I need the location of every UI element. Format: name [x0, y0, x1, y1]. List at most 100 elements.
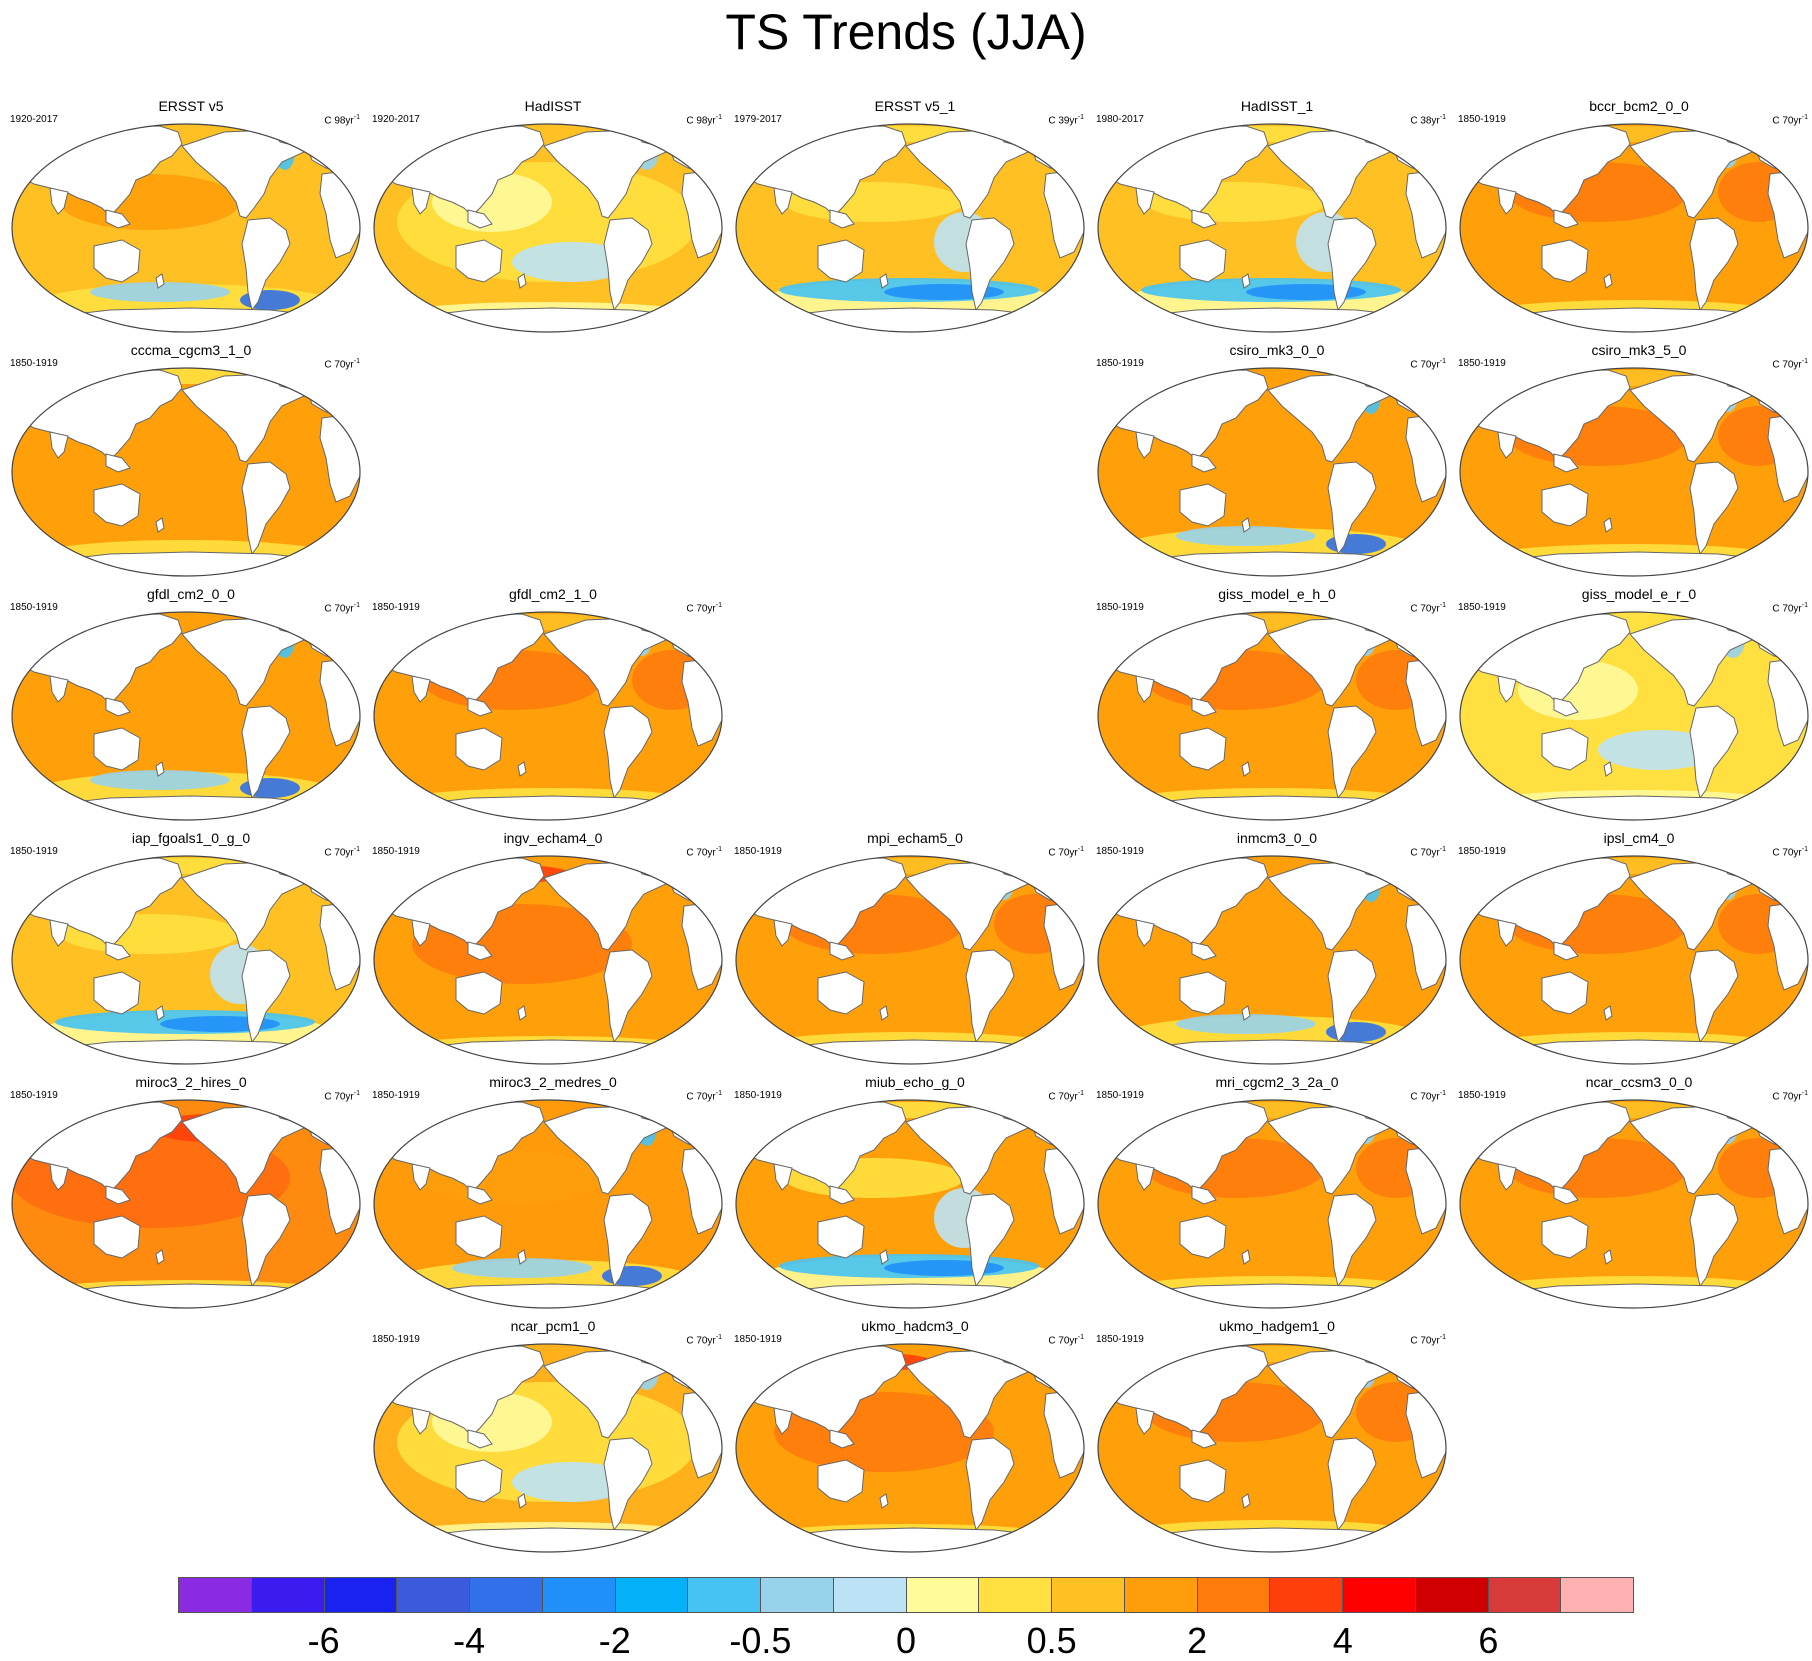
map-panel: mpi_echam5_0 1850-1919 C 70yr-1: [734, 830, 1096, 1068]
panel-units: C 38yr-1: [1410, 112, 1446, 127]
world-map: [1097, 123, 1447, 333]
land-seasia: [829, 941, 855, 961]
world-map: [11, 611, 361, 821]
land-australia: [1179, 1459, 1227, 1503]
land-samerica: [1327, 949, 1377, 1044]
map-border: [11, 123, 361, 333]
land-samerica: [241, 461, 291, 556]
land-india: [49, 187, 69, 215]
panel-units-text: C 70yr: [1772, 115, 1802, 127]
land-nz: [155, 1249, 165, 1265]
panel-units-text: C 70yr: [324, 603, 354, 615]
land-seasia: [1191, 209, 1217, 229]
panel-units-text: C 70yr: [1048, 1091, 1078, 1103]
land-nz: [1603, 1005, 1613, 1021]
colorbar-cell: [833, 1578, 907, 1612]
panel-title: giss_model_e_h_0: [1218, 586, 1336, 602]
panel-title: ERSST v5: [158, 98, 224, 114]
map-border: [1459, 855, 1809, 1065]
panel-title: inmcm3_0_0: [1236, 830, 1318, 846]
land-seasia: [829, 209, 855, 229]
world-map: [373, 1343, 723, 1553]
panel-units-text: C 70yr: [686, 1091, 716, 1103]
land-antarctica: [1115, 307, 1437, 332]
trend-region: [452, 1258, 592, 1278]
map-panel: miroc3_2_medres_0 1850-1919 C 70yr-1: [372, 1074, 734, 1312]
world-map: [735, 1099, 1085, 1309]
land-antarctica: [29, 1039, 351, 1064]
panel-title: ukmo_hadcm3_0: [861, 1318, 969, 1334]
map-panel: ukmo_hadgem1_0 1850-1919 C 70yr-1: [1096, 1318, 1458, 1556]
panel-units: C 70yr-1: [1048, 1088, 1084, 1103]
land-australia: [1541, 239, 1589, 283]
land-india: [773, 919, 793, 947]
colorbar-tick-label: 0.5: [1026, 1620, 1077, 1661]
map-panel: iap_fgoals1_0_g_0 1850-1919 C 70yr-1: [10, 830, 372, 1068]
panel-units-exponent: -1: [1439, 846, 1446, 853]
map-panel: miroc3_2_hires_0 1850-1919 C 70yr-1: [10, 1074, 372, 1312]
land-antarctica: [1115, 795, 1437, 820]
panel-title: miroc3_2_medres_0: [489, 1074, 617, 1090]
panel-units-text: C 70yr: [1048, 847, 1078, 859]
colorbar-cell: [688, 1578, 761, 1612]
panel-title: ipsl_cm4_0: [1603, 830, 1675, 846]
panel-units-text: C 70yr: [1410, 603, 1440, 615]
colorbar-tick-label: 2: [1187, 1620, 1208, 1661]
map-panel: ingv_echam4_0 1850-1919 C 70yr-1: [372, 830, 734, 1068]
panel-units-text: C 38yr: [1410, 115, 1440, 127]
panel-units-text: C 70yr: [324, 359, 354, 371]
land-nz: [1603, 761, 1613, 777]
map-border: [1097, 1099, 1447, 1309]
world-map: [1459, 1099, 1809, 1309]
land-seasia: [105, 209, 131, 229]
map-panel: inmcm3_0_0 1850-1919 C 70yr-1: [1096, 830, 1458, 1068]
map-panel: giss_model_e_r_0 1850-1919 C 70yr-1: [1458, 586, 1812, 824]
land-samerica: [1689, 1193, 1739, 1288]
land-nz: [517, 1493, 527, 1509]
panel-title: mpi_echam5_0: [867, 830, 963, 846]
land-australia: [1541, 483, 1589, 527]
land-seasia: [1191, 697, 1217, 717]
colorbar-cell: [324, 1578, 398, 1612]
land-samerica: [241, 949, 291, 1044]
land-samerica: [603, 705, 653, 800]
panel-units-text: C 70yr: [324, 847, 354, 859]
panel-units-exponent: -1: [353, 846, 360, 853]
panel-units-exponent: -1: [715, 602, 722, 609]
map-panel: ncar_ccsm3_0_0 1850-1919 C 70yr-1: [1458, 1074, 1812, 1312]
colorbar-cell: [542, 1578, 616, 1612]
panel-units-text: C 70yr: [686, 1335, 716, 1347]
land-antarctica: [29, 795, 351, 820]
land-australia: [93, 483, 141, 527]
map-border: [735, 855, 1085, 1065]
land-samerica: [965, 1437, 1015, 1532]
panel-period: 1979-2017: [734, 114, 782, 125]
land-india: [411, 1407, 431, 1435]
world-map: [1097, 611, 1447, 821]
colorbar-tick-label: 0: [895, 1620, 917, 1661]
panel-units-text: C 98yr: [686, 115, 716, 127]
land-australia: [1179, 1215, 1227, 1259]
map-border: [373, 611, 723, 821]
world-map: [1097, 367, 1447, 577]
panel-period: 1850-1919: [10, 846, 58, 857]
world-map: [11, 367, 361, 577]
land-samerica: [1327, 217, 1377, 312]
land-nz: [1603, 1249, 1613, 1265]
map-border: [11, 367, 361, 577]
land-nz: [155, 517, 165, 533]
land-nz: [1241, 1005, 1251, 1021]
panel-units: C 70yr-1: [324, 844, 360, 859]
world-map: [1459, 855, 1809, 1065]
panel-units-exponent: -1: [1439, 602, 1446, 609]
land-australia: [1179, 727, 1227, 771]
panel-units-text: C 70yr: [1772, 359, 1802, 371]
land-australia: [455, 971, 503, 1015]
land-seasia: [105, 1185, 131, 1205]
map-border: [11, 611, 361, 821]
colorbar-cell: [979, 1578, 1052, 1612]
land-australia: [1179, 239, 1227, 283]
land-india: [1135, 1407, 1155, 1435]
panel-title: giss_model_e_r_0: [1581, 586, 1697, 602]
land-antarctica: [753, 1039, 1075, 1064]
